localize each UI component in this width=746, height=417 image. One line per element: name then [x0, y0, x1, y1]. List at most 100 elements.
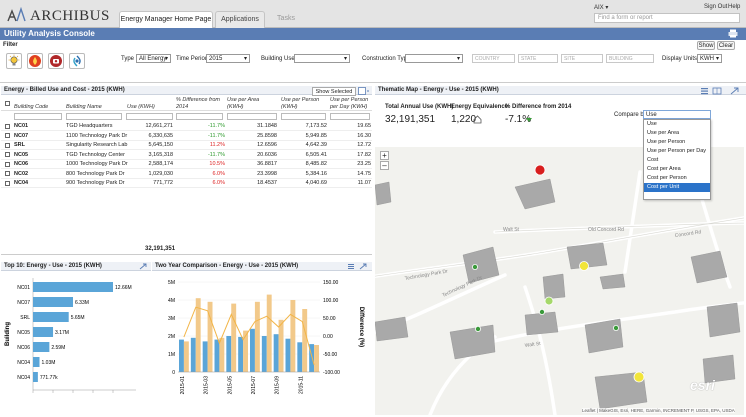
- row-checkbox[interactable]: [5, 133, 10, 138]
- building-code-cell[interactable]: NC06: [14, 161, 29, 167]
- print-icon[interactable]: [728, 29, 738, 38]
- table-row[interactable]: NC06 1000 Technology Park Dr 2,588,174 10.5…: [1, 160, 372, 169]
- phone-icon[interactable]: [48, 53, 64, 69]
- table-row[interactable]: NC05 TGD Technology Center 3,165,318 -11.7%…: [1, 151, 372, 160]
- bar-2014[interactable]: [290, 300, 296, 372]
- tab-tasks[interactable]: Tasks: [277, 15, 295, 22]
- building-code-cell[interactable]: NC01: [14, 123, 29, 129]
- col-use-per-person[interactable]: Use per Person (KWH): [281, 97, 320, 110]
- building-marker-green[interactable]: [538, 308, 545, 315]
- building-marker-yellow[interactable]: [579, 261, 589, 271]
- table-row[interactable]: NC07 1100 Technology Park Dr 6,330,635 -11.…: [1, 132, 372, 141]
- state-field[interactable]: STATE: [518, 54, 558, 63]
- compare-by-select[interactable]: Use: [643, 110, 711, 119]
- filter-use-per-person-input[interactable]: [281, 113, 326, 120]
- table-row[interactable]: NC01 TGD Headquarters 12,661,271 -11.7% 31.1…: [1, 122, 372, 131]
- compare-option[interactable]: Cost per Person: [647, 175, 687, 181]
- find-form-input[interactable]: Find a form or report: [594, 13, 740, 23]
- export-icon[interactable]: [358, 87, 369, 95]
- bar-2014[interactable]: [243, 330, 248, 372]
- site-field[interactable]: SITE: [561, 54, 603, 63]
- bar-2014[interactable]: [254, 301, 260, 372]
- bar[interactable]: [33, 297, 73, 307]
- filter-use-per-area-input[interactable]: [227, 113, 277, 120]
- bar-2014[interactable]: [302, 309, 308, 372]
- bar-2015[interactable]: [190, 337, 196, 372]
- display-units-select[interactable]: KWH: [697, 54, 722, 63]
- help-link[interactable]: Help: [728, 4, 741, 10]
- tab-applications[interactable]: Applications: [215, 11, 265, 28]
- bar-2015[interactable]: [261, 336, 267, 372]
- row-checkbox[interactable]: [5, 180, 10, 186]
- bar-2015[interactable]: [226, 336, 232, 372]
- construction-type-select[interactable]: [405, 54, 463, 63]
- difference-line[interactable]: [183, 306, 315, 365]
- bar-2014[interactable]: [207, 301, 213, 372]
- filter-difference-input[interactable]: [176, 113, 223, 120]
- type-select[interactable]: All Energy: [136, 54, 171, 63]
- row-checkbox[interactable]: [5, 152, 10, 157]
- building-code-cell[interactable]: NC05: [14, 151, 29, 158]
- fire-icon[interactable]: [27, 53, 43, 69]
- bar-2015[interactable]: [179, 339, 184, 372]
- sign-out-link[interactable]: Sign Out: [704, 4, 728, 10]
- bar-2015[interactable]: [297, 342, 303, 372]
- menu-icon[interactable]: [348, 264, 354, 269]
- bar-2015[interactable]: [238, 336, 244, 372]
- compare-option[interactable]: Use: [647, 121, 657, 127]
- col-use[interactable]: Use (KWH): [127, 104, 155, 110]
- show-selected-button[interactable]: Show Selected: [312, 87, 356, 96]
- compare-option[interactable]: Cost: [647, 157, 659, 163]
- compare-option[interactable]: Use per Person per Day: [647, 148, 706, 154]
- building-code-cell[interactable]: NC07: [14, 132, 29, 139]
- filter-use-input[interactable]: [126, 113, 173, 120]
- table-row[interactable]: NC04 900 Technology Park Dr 771,772 6.0% 18.…: [1, 179, 372, 188]
- zoom-out-button[interactable]: –: [380, 161, 389, 170]
- bar[interactable]: [33, 372, 38, 382]
- bar-2014[interactable]: [195, 298, 201, 372]
- row-checkbox[interactable]: [5, 171, 10, 176]
- building-field[interactable]: BUILDING: [606, 54, 654, 63]
- bar-2014[interactable]: [183, 341, 189, 372]
- row-checkbox[interactable]: [5, 161, 10, 167]
- filter-use-per-person-day-input[interactable]: [330, 113, 370, 120]
- select-all-checkbox[interactable]: [5, 101, 10, 106]
- compare-option[interactable]: Use per Area: [647, 130, 680, 136]
- row-checkbox[interactable]: [5, 123, 10, 129]
- table-row[interactable]: NC02 800 Technology Park Dr 1,029,030 6.0% 2…: [1, 170, 372, 179]
- bar-2015[interactable]: [273, 334, 279, 372]
- col-building-code[interactable]: Building Code: [14, 104, 49, 110]
- bar-2014[interactable]: [231, 303, 237, 372]
- building-marker-red[interactable]: [534, 164, 546, 176]
- bar-2014[interactable]: [278, 319, 284, 372]
- bar[interactable]: [33, 282, 113, 292]
- bar[interactable]: [33, 342, 50, 352]
- expand-icon[interactable]: [359, 263, 367, 270]
- expand-icon[interactable]: [137, 263, 149, 270]
- bar[interactable]: [33, 312, 69, 322]
- building-code-cell[interactable]: NC04: [14, 180, 29, 186]
- col-use-per-area[interactable]: Use per Area (KWH): [227, 97, 260, 110]
- building-marker-yellow[interactable]: [633, 371, 645, 383]
- bar-2014[interactable]: [314, 345, 319, 372]
- compare-option[interactable]: Cost per Unit: [644, 183, 710, 192]
- bar[interactable]: [33, 357, 40, 367]
- bar-2015[interactable]: [214, 339, 220, 372]
- water-cycle-icon[interactable]: [69, 53, 85, 69]
- building-marker-green[interactable]: [475, 325, 482, 332]
- map-attribution[interactable]: Leaflet | MakeGIS, Esri, HERE, Garmin, I…: [582, 408, 735, 413]
- bar-2014[interactable]: [266, 294, 272, 372]
- expand-icon[interactable]: [730, 87, 739, 95]
- bar-2014[interactable]: [219, 337, 225, 372]
- tab-energy-manager-home[interactable]: Energy Manager Home Page: [119, 11, 213, 28]
- building-marker-green[interactable]: [612, 324, 619, 331]
- col-building-name[interactable]: Building Name: [66, 104, 102, 110]
- grid-view-icon[interactable]: [712, 87, 722, 95]
- bar-2015[interactable]: [309, 344, 315, 372]
- building-marker-green[interactable]: [472, 264, 479, 271]
- clear-button[interactable]: Clear: [717, 41, 735, 50]
- bar-2015[interactable]: [285, 338, 291, 372]
- layers-icon[interactable]: [701, 88, 708, 95]
- compare-option[interactable]: Cost per Area: [647, 166, 681, 172]
- bar-2015[interactable]: [250, 328, 255, 372]
